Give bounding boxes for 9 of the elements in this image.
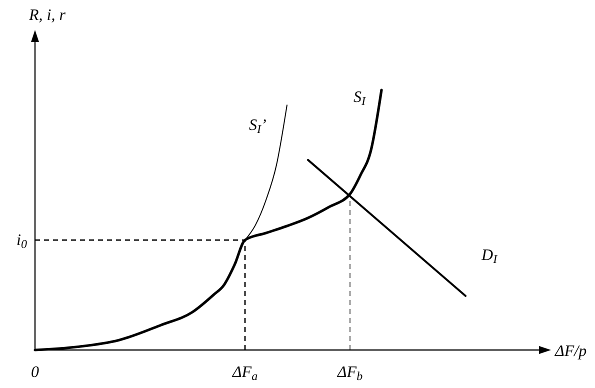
y-axis-title: R, i, r [28,7,66,24]
x-axis-title: ΔF/p [554,343,587,360]
series-label: S$_{I}$ [354,89,366,108]
x-tick-label: 0 [31,364,39,381]
ref-line-label: i$_{0}$ [16,232,27,252]
series-label: S$_{I}$’ [249,117,266,136]
text: D$_{I}$ [480,246,498,266]
x-tick-label: ΔF$_{a}$ [231,364,258,383]
x-tick-label: ΔF$_{b}$ [336,364,363,383]
